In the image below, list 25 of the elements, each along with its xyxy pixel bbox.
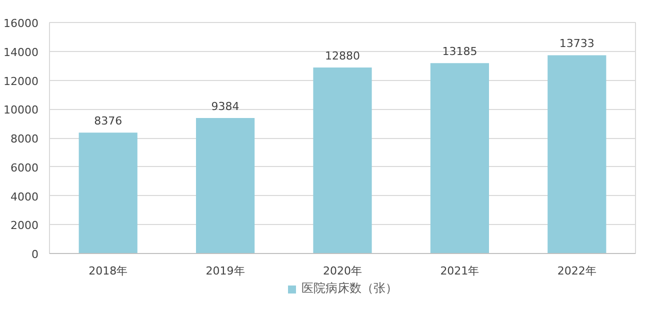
x-tick-label: 2018年 (88, 264, 128, 278)
x-tick-label: 2019年 (206, 264, 245, 278)
bar (313, 68, 372, 254)
y-tick-label: 2000 (10, 219, 39, 232)
x-tick-label: 2022年 (557, 264, 596, 278)
data-label: 9384 (211, 100, 240, 114)
bar (78, 132, 138, 254)
y-tick-label: 14000 (4, 46, 39, 59)
y-tick-label: 6000 (10, 161, 39, 174)
y-tick-label: 8000 (10, 132, 39, 146)
y-tick-label: 0 (32, 248, 38, 261)
data-label: 13185 (442, 45, 478, 58)
bar (430, 63, 489, 254)
y-tick-label: 10000 (4, 104, 39, 117)
bar (548, 55, 606, 254)
data-label: 12880 (325, 50, 360, 63)
data-label: 8376 (94, 114, 122, 128)
legend-label: 医院病床数（张） (302, 280, 398, 297)
data-label: 13733 (559, 37, 594, 50)
y-tick-label: 16000 (4, 17, 39, 30)
y-tick-label: 4000 (10, 190, 39, 204)
bar (196, 118, 255, 254)
x-tick-label: 2021年 (440, 264, 480, 278)
y-tick-label: 12000 (4, 74, 39, 88)
x-tick-label: 2020年 (323, 264, 362, 278)
